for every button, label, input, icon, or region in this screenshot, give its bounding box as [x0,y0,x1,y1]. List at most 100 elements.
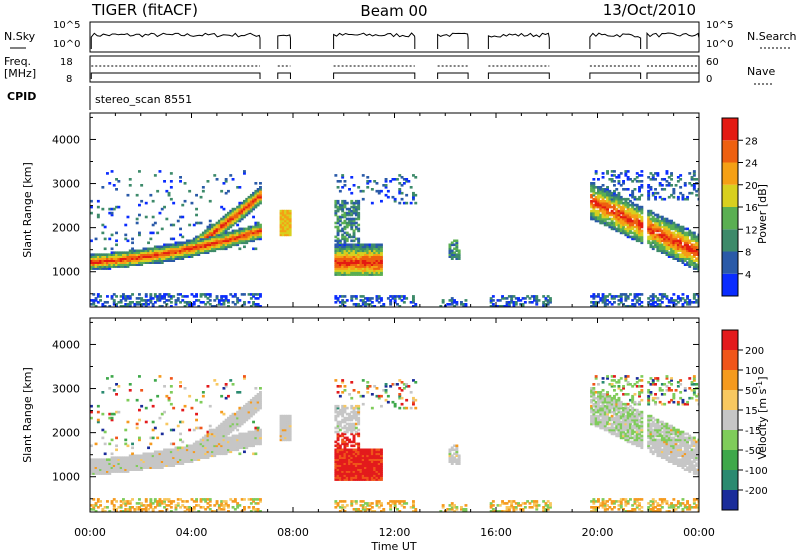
power-cell [168,192,171,195]
velocity-cell [209,504,212,507]
velocity-cell [254,453,257,456]
power-cell [640,194,643,197]
velocity-cell [152,437,155,440]
power-cell [259,186,262,189]
power-cell [524,301,527,304]
velocity-cell [195,399,198,402]
power-cell [366,176,369,179]
power-cell [640,174,643,177]
power-cell [592,178,595,181]
velocity-cell [177,425,180,428]
power-cell [154,174,157,177]
power-cell [111,234,114,237]
power-cell [661,301,664,304]
power-cell [252,216,255,219]
power-cell [111,170,114,173]
power-cell [405,297,408,300]
power-cell [362,174,365,177]
velocity-cell [140,405,143,408]
velocity-cell [184,387,187,390]
power-cell [602,184,605,187]
power-cell [127,194,130,197]
power-cell [640,301,643,304]
velocity-cell [179,381,182,384]
noise-strip [90,22,699,52]
velocity-cell [229,379,232,382]
power-cell [172,295,175,298]
velocity-cell [353,389,356,392]
velocity-cell [152,405,155,408]
velocity-cell [127,399,130,402]
velocity-cell [97,405,100,408]
colorbar-swatch [722,207,738,229]
power-cell [337,200,340,203]
power-cell [670,178,673,181]
power-cell [186,295,189,298]
power-cell [640,216,643,219]
power-cell [156,232,159,235]
power-cell [458,250,461,253]
power-cell [177,297,180,300]
power-cell [398,202,401,205]
power-cell [634,188,637,191]
velocity-cell [248,506,251,509]
power-cell [401,192,404,195]
power-cell [465,299,468,302]
power-cell [627,170,630,173]
velocity-cell [170,377,173,380]
power-cell [362,190,365,193]
power-cell [663,188,666,191]
power-cell [229,174,232,177]
colorbar-swatch [722,140,738,162]
power-cell [620,172,623,175]
power-cell [238,248,241,251]
power-cell [666,295,669,298]
power-cell [656,172,659,175]
velocity-cell [101,413,104,416]
power-cell [353,184,356,187]
velocity-cell [138,419,141,422]
velocity-cell [152,421,155,424]
power-cell [492,295,495,298]
noise-segment [590,33,641,49]
power-cell [181,236,184,239]
power-cell [117,180,120,183]
power-cell [535,295,538,298]
power-cell [410,202,413,205]
power-cell [682,194,685,197]
velocity-cell [344,385,347,388]
power-cell [259,293,262,296]
power-cell [640,230,643,233]
velocity-cell [243,506,246,509]
power-cell [357,212,360,215]
power-cell [238,299,241,302]
power-cell [679,178,682,181]
power-cell [232,178,235,181]
power-cell [679,186,682,189]
power-cell [181,204,184,207]
velocity-cell [339,385,342,388]
power-cell [693,170,696,173]
power-cell [140,184,143,187]
power-cell [341,174,344,177]
power-cell [172,238,175,241]
nsearch-label: N.Search [747,30,797,43]
velocity-cell [101,437,104,440]
power-cell [97,206,100,209]
velocity-cell [362,379,365,382]
velocity-cell [115,393,118,396]
velocity-cell [172,500,175,503]
velocity-cell [366,381,369,384]
power-cell [549,297,552,300]
colorbar-tick-label: 24 [745,159,758,170]
power-cell [339,190,342,193]
power-cell [138,204,141,207]
velocity-cell [97,411,100,414]
velocity-cell [111,375,114,378]
power-cell [371,188,374,191]
velocity-cell [108,443,111,446]
velocity-cell [170,391,173,394]
freq-segment [590,73,641,79]
velocity-cell [348,393,351,396]
